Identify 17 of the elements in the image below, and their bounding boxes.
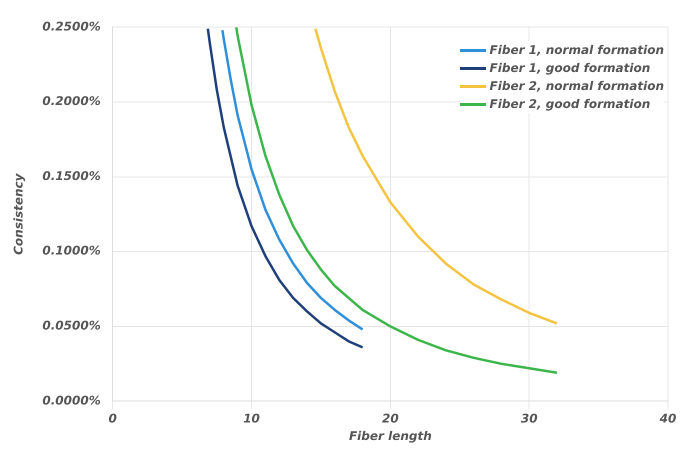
x-tick-label: 30 — [520, 412, 538, 426]
x-axis-title: Fiber length — [348, 428, 432, 443]
legend-label: Fiber 2, normal formation — [490, 79, 664, 94]
y-tick-label: 0.0000% — [42, 393, 101, 408]
x-tick-label: 0 — [108, 412, 117, 426]
x-tick-label: 20 — [382, 412, 399, 426]
legend-label: Fiber 1, normal formation — [490, 43, 664, 58]
y-tick-label: 0.1000% — [42, 244, 101, 258]
legend-label: Fiber 2, good formation — [490, 97, 650, 112]
y-tick-label: 0.2500% — [42, 19, 101, 34]
x-tick-label: 40 — [658, 412, 676, 426]
y-axis-title: Consistency — [11, 172, 26, 255]
y-tick-label: 0.1500% — [42, 168, 101, 183]
x-tick-label: 10 — [243, 412, 260, 426]
y-tick-label: 0.0500% — [42, 318, 101, 333]
legend-label: Fiber 1, good formation — [490, 61, 650, 76]
y-tick-label: 0.2000% — [42, 94, 101, 108]
